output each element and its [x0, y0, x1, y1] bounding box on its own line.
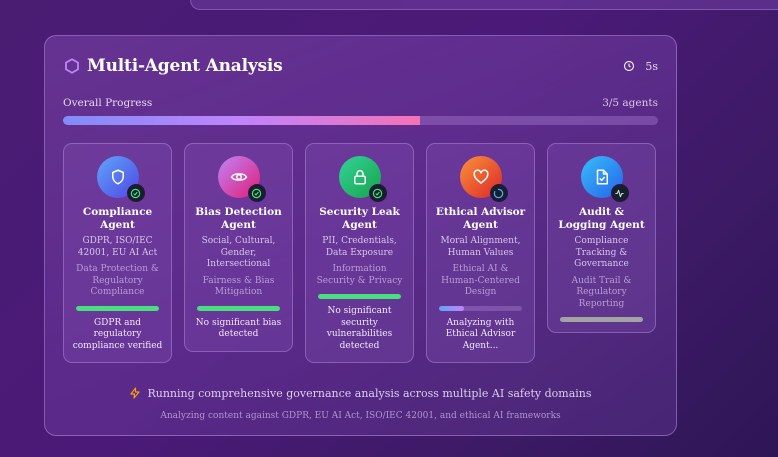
agent-progress-fill: [197, 305, 280, 311]
check-circle-icon: [130, 188, 141, 198]
agent-card-bias-detection[interactable]: Bias Detection Agent Social, Cultural, G…: [184, 143, 293, 352]
agent-progress-fill: [439, 305, 464, 311]
agent-domain: Information Security & Privacy: [316, 264, 403, 286]
agent-name: Audit & Logging Agent: [558, 206, 645, 231]
agent-focus: Compliance Tracking & Governance: [574, 236, 629, 269]
agent-domain: Data Protection & Regulatory Compliance: [76, 264, 159, 297]
agent-avatar: [459, 156, 508, 202]
clock-icon: [624, 60, 635, 72]
status-badge: [247, 184, 266, 202]
agent-result: No significant bias detected: [195, 317, 282, 340]
multi-agent-analysis-panel: Multi-Agent Analysis 5s Overall Progress…: [44, 35, 677, 436]
panel-header: Multi-Agent Analysis 5s: [63, 54, 658, 78]
agent-progress-bar: [439, 305, 522, 311]
footer-message: Running comprehensive governance analysi…: [147, 386, 592, 400]
agent-card-audit-logging[interactable]: Audit & Logging Agent Compliance Trackin…: [547, 143, 656, 333]
analysis-footer: Running comprehensive governance analysi…: [45, 384, 676, 421]
agent-avatar: [580, 156, 629, 202]
agent-card-security-leak[interactable]: Security Leak Agent PII, Credentials, Da…: [305, 143, 414, 363]
agent-cards: Compliance Agent GDPR, ISO/IEC 42001, EU…: [63, 143, 656, 363]
agent-name: Bias Detection Agent: [195, 206, 282, 231]
agent-result: GDPR and regulatory compliance verified: [72, 317, 163, 351]
heart-icon: [472, 169, 489, 184]
agent-progress-bar: [560, 317, 643, 322]
check-circle-icon: [372, 188, 383, 198]
activity-icon: [615, 189, 624, 197]
lock-icon: [353, 169, 366, 185]
status-badge: [489, 184, 508, 202]
agent-card-compliance[interactable]: Compliance Agent GDPR, ISO/IEC 42001, EU…: [63, 143, 172, 363]
agent-focus: GDPR, ISO/IEC 42001, EU AI Act: [77, 236, 158, 258]
agent-domain: Fairness & Bias Mitigation: [202, 275, 275, 298]
status-badge: [368, 184, 387, 202]
agent-progress-fill: [76, 305, 159, 311]
agent-result: Analyzing with Ethical Advisor Agent...: [445, 317, 516, 351]
agent-avatar: [217, 156, 266, 202]
shield-icon: [111, 169, 124, 185]
agent-name: Ethical Advisor Agent: [435, 206, 526, 231]
elapsed-timer: 5s: [623, 60, 658, 73]
file-check-icon: [596, 169, 608, 185]
agent-focus: Social, Cultural, Gender, Intersectional: [201, 236, 276, 269]
status-badge: [610, 184, 629, 202]
progress-label: Overall Progress: [63, 97, 153, 109]
agent-focus: PII, Credentials, Data Exposure: [322, 236, 397, 258]
elapsed-time: 5s: [645, 59, 658, 73]
agent-progress-fill: [318, 294, 401, 299]
lightning-icon: [130, 387, 141, 399]
overall-progress-row: Overall Progress 3/5 agents: [63, 97, 658, 109]
status-badge: [126, 184, 145, 202]
agent-card-ethical-advisor[interactable]: Ethical Advisor Agent Moral Alignment, H…: [426, 143, 535, 363]
agent-progress-bar: [318, 294, 401, 299]
agent-avatar: [96, 156, 145, 202]
agent-progress-bar: [197, 305, 280, 311]
eye-icon: [230, 173, 247, 181]
agent-domain: Ethical AI & Human-Centered Design: [441, 264, 520, 297]
agent-domain: Audit Trail & Regulatory Reporting: [571, 275, 632, 309]
previous-panel: [190, 0, 778, 10]
footer-message-row: Running comprehensive governance analysi…: [129, 386, 592, 400]
agent-result: No significant security vulnerabilities …: [326, 306, 393, 351]
agent-name: Compliance Agent: [82, 206, 153, 231]
overall-progress-bar: [63, 116, 658, 125]
loading-spinner-icon: [493, 188, 504, 198]
agent-avatar: [338, 156, 387, 202]
check-circle-icon: [251, 188, 262, 198]
agent-focus: Moral Alignment, Human Values: [440, 236, 521, 258]
agent-progress-bar: [76, 305, 159, 311]
footer-submessage: Analyzing content against GDPR, EU AI Ac…: [160, 411, 561, 421]
panel-title: Multi-Agent Analysis: [87, 56, 283, 76]
hexagon-icon: [65, 58, 79, 74]
progress-count: 3/5 agents: [602, 97, 658, 109]
overall-progress-fill: [63, 116, 420, 125]
agent-name: Security Leak Agent: [319, 206, 400, 231]
